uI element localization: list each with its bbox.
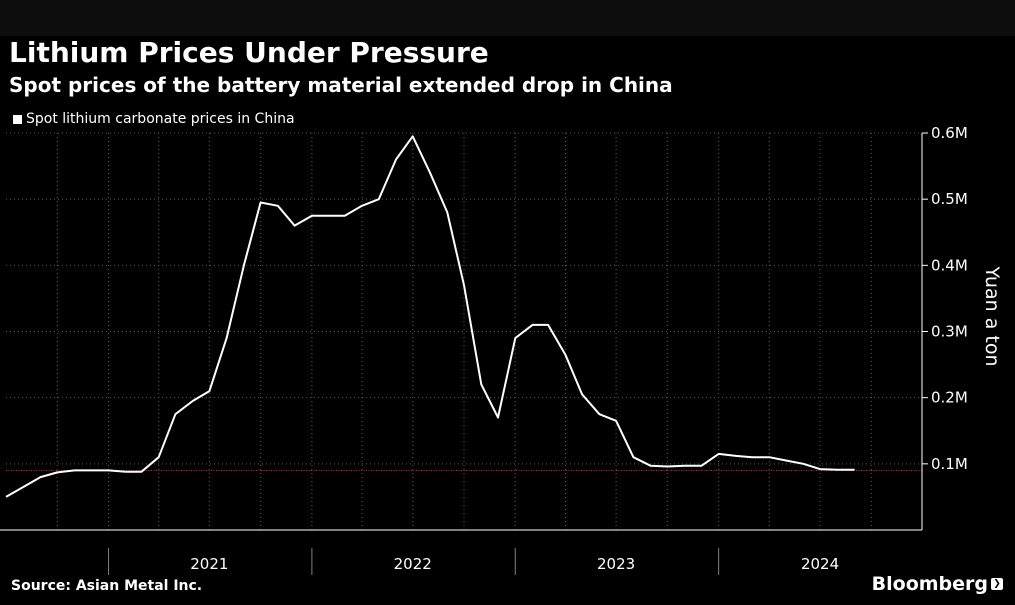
legend: Spot lithium carbonate prices in China xyxy=(13,110,295,128)
y-tick-label: 0.1M xyxy=(931,455,968,473)
source-note: Source: Asian Metal Inc. xyxy=(11,578,203,594)
y-tick-label: 0.6M xyxy=(931,124,968,142)
series-line xyxy=(5,135,855,498)
y-axis: 0.1M 0.2M 0.3M 0.4M 0.5M 0.6M xyxy=(921,124,968,530)
x-tick-label: 2022 xyxy=(394,555,432,573)
y-tick-label: 0.5M xyxy=(931,190,968,208)
legend-label: Spot lithium carbonate prices in China xyxy=(26,111,295,127)
grid xyxy=(6,132,922,530)
y-tick-label: 0.3M xyxy=(931,323,968,341)
legend-swatch xyxy=(13,114,22,124)
y-tick-label: 0.4M xyxy=(931,256,968,274)
x-tick-label: 2023 xyxy=(597,555,635,573)
brand-name: Bloomberg xyxy=(871,573,988,595)
chevron-icon: ❯ xyxy=(991,578,1003,590)
top-bar xyxy=(0,0,1015,36)
chart-subtitle: Spot prices of the battery material exte… xyxy=(9,73,673,97)
x-axis: 2021 2022 2023 2024 xyxy=(0,529,922,575)
x-tick-label: 2024 xyxy=(801,555,839,573)
y-axis-label: Yuan a ton xyxy=(981,266,1003,367)
chart-title: Lithium Prices Under Pressure xyxy=(9,36,489,69)
brand-logo: Bloomberg ❯ xyxy=(872,572,1003,596)
x-tick-label: 2021 xyxy=(190,555,228,573)
y-tick-label: 0.2M xyxy=(931,389,968,407)
